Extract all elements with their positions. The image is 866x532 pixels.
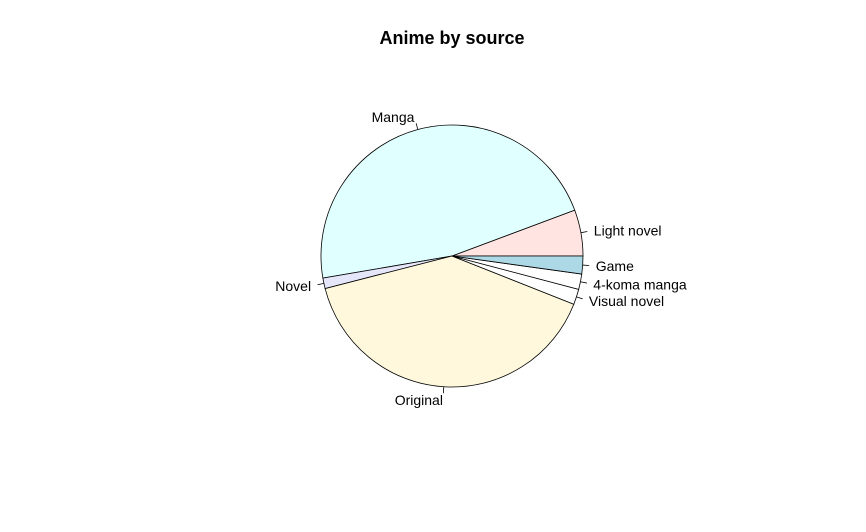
slice-label-game: Game [596,258,634,274]
pie-slices [320,124,584,388]
slice-label-original: Original [395,392,443,408]
label-tick-manga [415,123,419,130]
chart-title: Anime by source [379,28,525,48]
slice-label-light-novel: Light novel [594,222,662,238]
label-tick-light-novel [580,231,588,234]
pie-slice-original [324,255,575,388]
pie-slice-game [451,255,584,275]
label-tick-novel [317,282,324,286]
label-tick-4-koma-manga [580,281,587,284]
slice-label-novel: Novel [275,278,311,294]
pie-labels: Light novel Manga Novel Original Visual nove… [275,109,687,408]
slice-label-manga: Manga [372,109,415,125]
slice-label-visual-novel: Visual novel [589,293,664,309]
pie-slice-manga [320,124,576,279]
label-tick-visual-novel [576,296,583,300]
slice-label-4-koma-manga: 4-koma manga [593,276,687,292]
